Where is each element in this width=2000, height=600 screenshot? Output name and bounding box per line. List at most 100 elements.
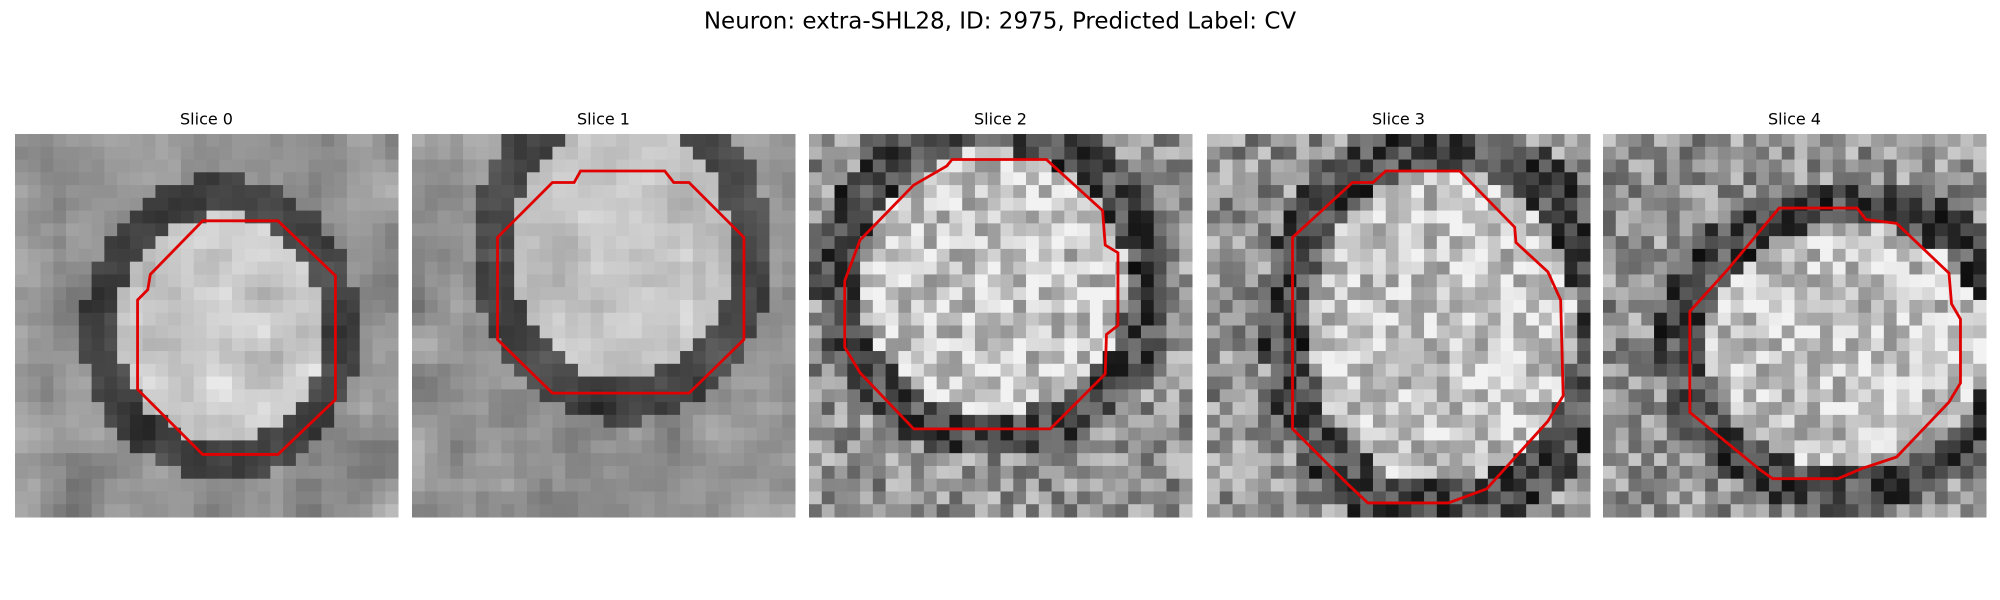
pixel — [1577, 389, 1591, 403]
pixel — [1321, 389, 1336, 403]
pixel — [1934, 299, 1949, 314]
pixel — [756, 159, 770, 173]
pixel — [885, 402, 899, 416]
pixel — [1615, 287, 1630, 301]
pixel — [667, 248, 681, 263]
pixel — [219, 363, 233, 378]
pixel — [987, 338, 1002, 352]
pixel — [1909, 504, 1923, 518]
pixel — [1679, 134, 1693, 148]
pixel — [1321, 363, 1336, 378]
pixel — [590, 376, 605, 390]
pixel — [872, 376, 887, 390]
pixel — [1794, 465, 1808, 480]
pixel — [78, 363, 93, 378]
pixel — [1934, 146, 1949, 161]
pixel — [1207, 351, 1221, 365]
pixel — [1717, 299, 1732, 314]
pixel — [1845, 376, 1859, 390]
pixel — [283, 185, 297, 199]
pixel — [1372, 414, 1387, 429]
pixel — [91, 440, 105, 454]
pixel — [1922, 478, 1936, 492]
pixel — [1166, 427, 1180, 441]
pixel — [1794, 427, 1808, 441]
pixel — [898, 236, 912, 250]
pixel — [692, 414, 707, 429]
pixel — [705, 134, 719, 148]
pixel — [91, 223, 105, 237]
pixel — [1526, 465, 1540, 480]
pixel — [488, 261, 502, 275]
pixel — [270, 325, 284, 339]
pixel — [692, 491, 707, 505]
pixel — [1679, 223, 1693, 237]
pixel — [1947, 504, 1961, 518]
pixel — [321, 504, 335, 518]
pixel — [1245, 274, 1259, 288]
pixel — [577, 389, 592, 403]
pixel — [1411, 504, 1425, 518]
pixel — [1258, 312, 1272, 327]
pixel — [1219, 159, 1234, 173]
pixel — [705, 274, 719, 288]
pixel — [244, 261, 259, 275]
pixel — [346, 440, 361, 454]
pixel — [424, 172, 439, 186]
pixel — [692, 427, 707, 441]
pixel — [463, 351, 477, 365]
pixel — [1077, 440, 1091, 454]
pixel — [949, 146, 963, 161]
pixel — [437, 159, 451, 173]
pixel — [1462, 185, 1476, 199]
pixel — [539, 248, 553, 263]
pixel — [321, 236, 335, 250]
pixel — [142, 453, 156, 467]
pixel — [53, 159, 67, 173]
pixel — [1756, 248, 1770, 263]
pixel — [539, 287, 553, 301]
pixel — [731, 236, 745, 250]
pixel — [117, 402, 131, 416]
pixel — [885, 236, 899, 250]
pixel — [603, 261, 617, 275]
pixel — [1360, 146, 1374, 161]
pixel — [1270, 376, 1285, 390]
pixel — [1398, 491, 1412, 505]
pixel — [987, 312, 1002, 327]
pixel — [308, 312, 322, 327]
pixel — [104, 287, 118, 301]
pixel — [1934, 465, 1949, 480]
pixel — [295, 465, 310, 480]
pixel — [1666, 440, 1681, 454]
pixel — [1385, 491, 1400, 505]
pixel — [629, 338, 643, 352]
pixel — [450, 376, 464, 390]
pixel — [1909, 261, 1923, 275]
pixel — [142, 312, 156, 327]
pixel — [475, 274, 490, 288]
pixel — [680, 261, 694, 275]
pixel — [1564, 287, 1578, 301]
pixel — [308, 338, 322, 352]
pixel — [1807, 210, 1821, 224]
pixel — [1934, 172, 1949, 186]
pixel — [1807, 414, 1821, 429]
pixel — [782, 351, 796, 365]
pixel — [1115, 491, 1129, 505]
pixel — [206, 312, 220, 327]
pixel — [590, 312, 605, 327]
pixel — [1140, 197, 1155, 212]
pixel — [1641, 376, 1655, 390]
pixel — [1487, 427, 1502, 441]
pixel — [860, 427, 874, 441]
pixel — [1832, 248, 1847, 263]
pixel — [1513, 248, 1527, 263]
pixel — [1309, 185, 1323, 199]
pixel — [1411, 325, 1425, 339]
pixel — [1013, 223, 1027, 237]
pixel — [385, 453, 399, 467]
pixel — [1000, 287, 1014, 301]
pixel — [1449, 261, 1463, 275]
pixel — [1538, 338, 1553, 352]
